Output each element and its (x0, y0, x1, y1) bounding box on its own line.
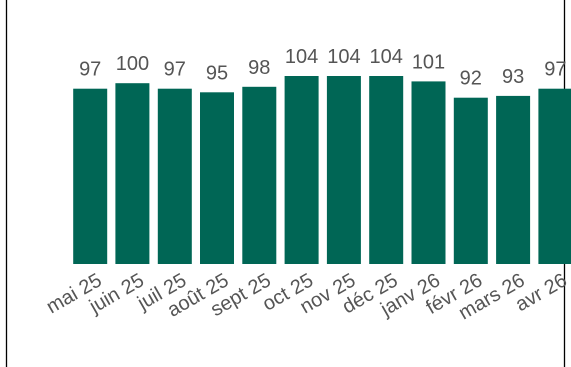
data-label-6: 104 (285, 46, 318, 68)
bar-6 (284, 76, 319, 264)
data-label-9: 101 (412, 51, 445, 73)
data-label-11: 93 (502, 66, 524, 88)
data-label-2: 100 (116, 53, 149, 75)
bar-11 (496, 95, 531, 265)
data-label-10: 92 (460, 68, 482, 90)
data-label-4: 95 (206, 62, 228, 84)
bars-group (73, 76, 571, 265)
bar-1 (73, 88, 108, 264)
data-label-5: 98 (248, 57, 270, 79)
bar-7 (326, 76, 361, 264)
data-label-7: 104 (327, 46, 360, 68)
bar-3 (157, 88, 192, 264)
data-label-12: 97 (544, 59, 566, 81)
bar-8 (369, 76, 404, 264)
bar-2 (115, 83, 150, 264)
data-label-1: 97 (79, 59, 101, 81)
data-label-8: 104 (370, 46, 403, 68)
bar-5 (242, 86, 277, 264)
bar-12 (538, 88, 571, 264)
bar-10 (453, 97, 488, 264)
data-label-3: 97 (164, 59, 186, 81)
bar-4 (200, 92, 234, 264)
bar-9 (411, 81, 446, 265)
data-labels-group: 97 100 97 95 98 104 104 104 101 92 93 97 (79, 46, 566, 90)
